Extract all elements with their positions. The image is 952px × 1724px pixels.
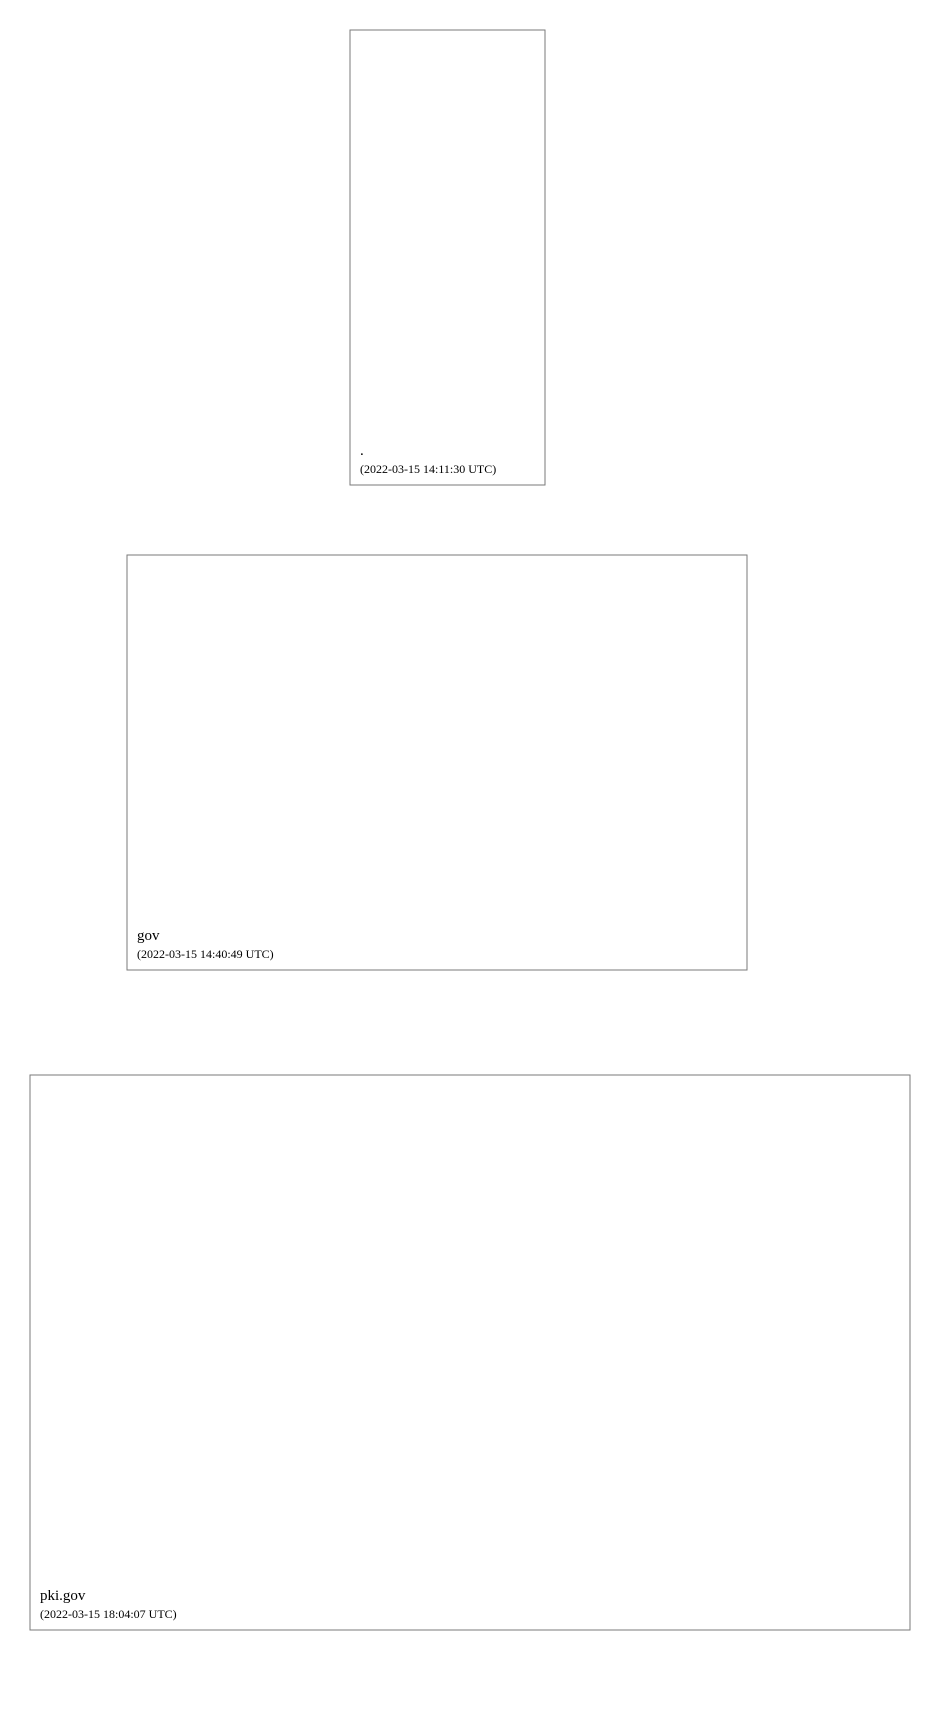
zone-box (350, 30, 545, 485)
svg-text:.: . (360, 443, 364, 459)
svg-text:gov: gov (137, 928, 160, 944)
svg-text:pki.gov: pki.gov (40, 1588, 86, 1604)
svg-text:(2022-03-15 14:11:30 UTC): (2022-03-15 14:11:30 UTC) (360, 462, 496, 476)
svg-text:(2022-03-15 18:04:07 UTC): (2022-03-15 18:04:07 UTC) (40, 1607, 177, 1621)
svg-text:(2022-03-15 14:40:49 UTC): (2022-03-15 14:40:49 UTC) (137, 947, 274, 961)
zone-box (30, 1075, 910, 1630)
zone-box (127, 555, 747, 970)
